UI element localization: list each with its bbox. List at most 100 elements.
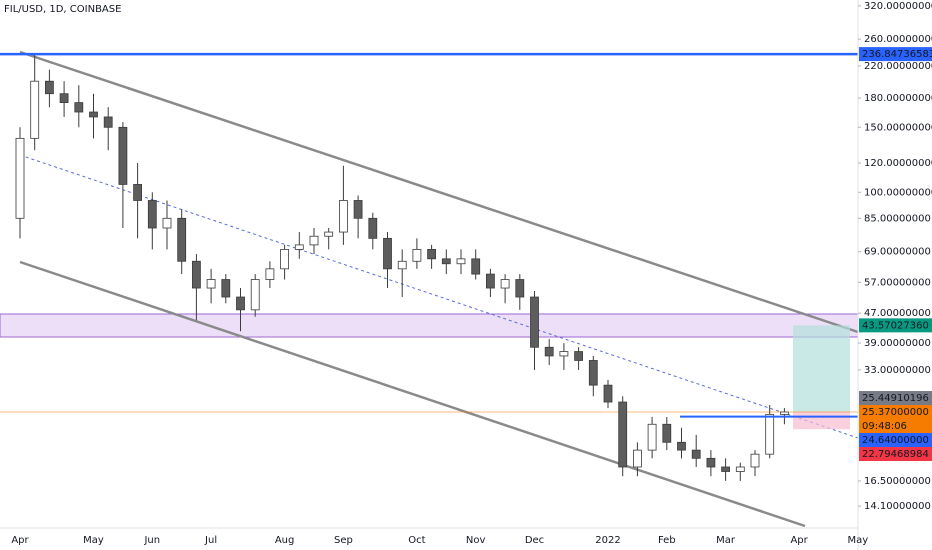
candle-body: [236, 296, 245, 311]
candle-body: [309, 235, 319, 246]
candle-body: [677, 441, 686, 451]
y-tick-label: 14.10000000: [864, 501, 931, 512]
stop-box: [793, 411, 850, 430]
candle-body: [618, 401, 628, 468]
candle-body: [559, 351, 569, 357]
candle-body: [89, 111, 98, 118]
candle-body: [383, 237, 392, 270]
candle-body: [397, 260, 407, 270]
candle-body: [30, 80, 40, 139]
marks: [0, 52, 858, 481]
y-tick-label: 120.00000000: [864, 158, 932, 169]
y-tick-label: 16.50000000: [864, 476, 931, 487]
x-tick-label: Aug: [275, 535, 295, 546]
x-tick-label: Apr: [11, 535, 29, 546]
candle-body: [633, 449, 642, 468]
price-label: 25.44910196: [862, 393, 929, 404]
candle-body: [456, 258, 466, 265]
y-tick-label: 220.00000000: [864, 61, 932, 72]
y-tick-label: 150.00000000: [864, 122, 932, 133]
y-tick-label: 85.00000000: [864, 213, 931, 224]
x-tick-label: Sep: [334, 535, 353, 546]
candle-body: [103, 116, 113, 128]
y-tick-label: 180.00000000: [864, 93, 932, 104]
x-tick-label: Feb: [658, 535, 676, 546]
x-tick-label: May: [83, 535, 104, 546]
candle-body: [485, 273, 495, 289]
price-label: 236.84736583: [862, 49, 932, 60]
candle-body: [294, 244, 304, 250]
candle-body: [471, 258, 481, 275]
x-tick-label: May: [848, 535, 869, 546]
candle-body: [530, 296, 539, 348]
y-tick-label: 39.00000000: [864, 338, 931, 349]
price-label: 24.64000000: [862, 435, 929, 446]
candle-body: [265, 268, 275, 280]
candle-body: [324, 231, 334, 237]
candle-body: [191, 260, 201, 289]
y-tick-label: 33.00000000: [864, 365, 931, 376]
candle-body: [177, 217, 187, 262]
candle-body: [735, 466, 745, 472]
price-label-box: [859, 391, 932, 406]
candle-body: [133, 184, 143, 201]
price-label: 43.57027360: [862, 320, 929, 331]
x-tick-label: Jun: [143, 535, 160, 546]
y-tick-label: 320.00000000: [864, 1, 932, 12]
candle-body: [647, 423, 657, 451]
price-label-box: [859, 433, 932, 448]
candle-body: [45, 80, 54, 95]
candle-body: [500, 279, 510, 289]
candle-body: [662, 423, 672, 443]
candle-body: [353, 200, 363, 219]
candle-body: [162, 217, 172, 229]
x-tick-label: Dec: [525, 535, 544, 546]
support-zone: [0, 313, 859, 338]
candle-body: [338, 200, 348, 233]
candle-body: [74, 102, 84, 113]
candle-body: [721, 466, 730, 472]
candle-body: [59, 93, 69, 103]
x-tick-label: Mar: [716, 535, 736, 546]
countdown: 09:48:06: [862, 421, 907, 432]
y-tick-label: 47.00000000: [864, 308, 931, 319]
candle-body: [280, 248, 290, 270]
candle-body: [250, 279, 260, 311]
x-tick-label: 2022: [595, 535, 620, 546]
chart-title: FIL/USD, 1D, COINBASE: [4, 4, 121, 15]
y-tick-label: 69.00000000: [864, 247, 931, 258]
candle-body: [544, 346, 554, 357]
candle-body: [691, 449, 701, 459]
candle-body: [515, 279, 525, 298]
candle-body: [441, 258, 451, 265]
candle-body: [603, 384, 613, 403]
channel-upper: [19, 50, 859, 334]
candle-body: [765, 413, 775, 455]
candle-body: [15, 137, 25, 219]
price-label-box: [859, 47, 932, 62]
price-axis: [858, 0, 932, 550]
y-tick-label: 57.00000000: [864, 277, 931, 288]
y-tick-label: 100.00000000: [864, 187, 932, 198]
candle-body: [147, 200, 157, 229]
candle-body: [706, 457, 716, 468]
candle-body: [206, 279, 216, 289]
price-label-box: [859, 405, 932, 434]
candle-body: [412, 248, 422, 262]
price-label: 25.37000000: [862, 407, 929, 418]
candle-body: [780, 411, 789, 415]
y-tick-label: 260.00000000: [864, 34, 932, 45]
price-label: 22.79468984: [862, 449, 929, 460]
x-tick-label: Jul: [204, 535, 217, 546]
x-tick-label: Apr: [790, 535, 808, 546]
target-box: [793, 325, 850, 412]
price-label-box: [859, 447, 932, 462]
candle-body: [427, 248, 437, 260]
candle-body: [574, 351, 583, 361]
candle-body: [588, 360, 598, 386]
candle-body: [118, 126, 128, 185]
candle-body: [750, 453, 760, 468]
price-label-box: [859, 318, 932, 333]
